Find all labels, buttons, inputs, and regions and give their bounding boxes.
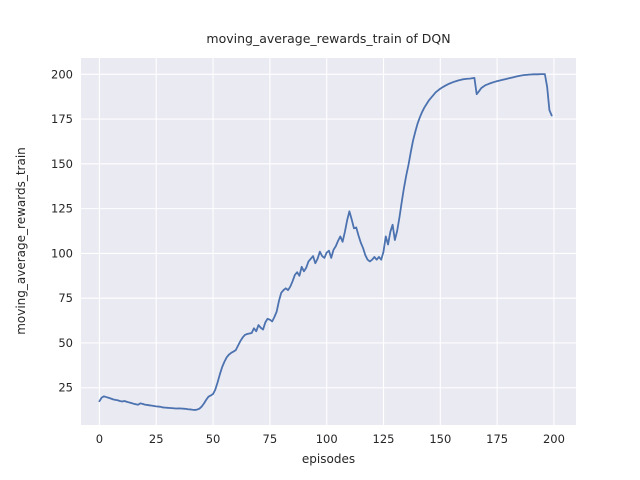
y-tick-label: 100: [51, 246, 73, 260]
gridlines: [81, 58, 576, 425]
x-tick-labels: 0 25 50 75 100 125 150 175 200: [96, 432, 565, 446]
y-tick-label: 150: [51, 157, 73, 171]
dqn-reward-line: [98, 73, 553, 411]
x-axis-label: episodes: [301, 452, 356, 466]
x-tick-label: 200: [543, 432, 565, 446]
x-tick-label: 125: [373, 432, 395, 446]
y-tick-label: 200: [51, 67, 73, 81]
y-tick-labels: 25 50 75 100 125 150 175 200: [51, 67, 73, 394]
y-axis-label-text: moving_average_rewards_train: [14, 147, 28, 335]
plot-panel: [81, 58, 576, 425]
x-tick-label: 100: [316, 432, 338, 446]
chart-title: moving_average_rewards_train of DQN: [206, 31, 451, 46]
x-tick-label: 25: [149, 432, 164, 446]
y-tick-label: 50: [58, 336, 73, 350]
y-tick-label: 125: [51, 202, 73, 216]
x-tick-label: 175: [486, 432, 508, 446]
x-tick-label: 50: [206, 432, 221, 446]
y-tick-label: 25: [58, 381, 73, 395]
series-lines: [98, 73, 553, 411]
x-tick-label: 75: [263, 432, 278, 446]
x-tick-label: 150: [429, 432, 451, 446]
y-tick-label: 75: [58, 291, 73, 305]
x-tick-label: 0: [96, 432, 103, 446]
y-tick-label: 175: [51, 112, 73, 126]
